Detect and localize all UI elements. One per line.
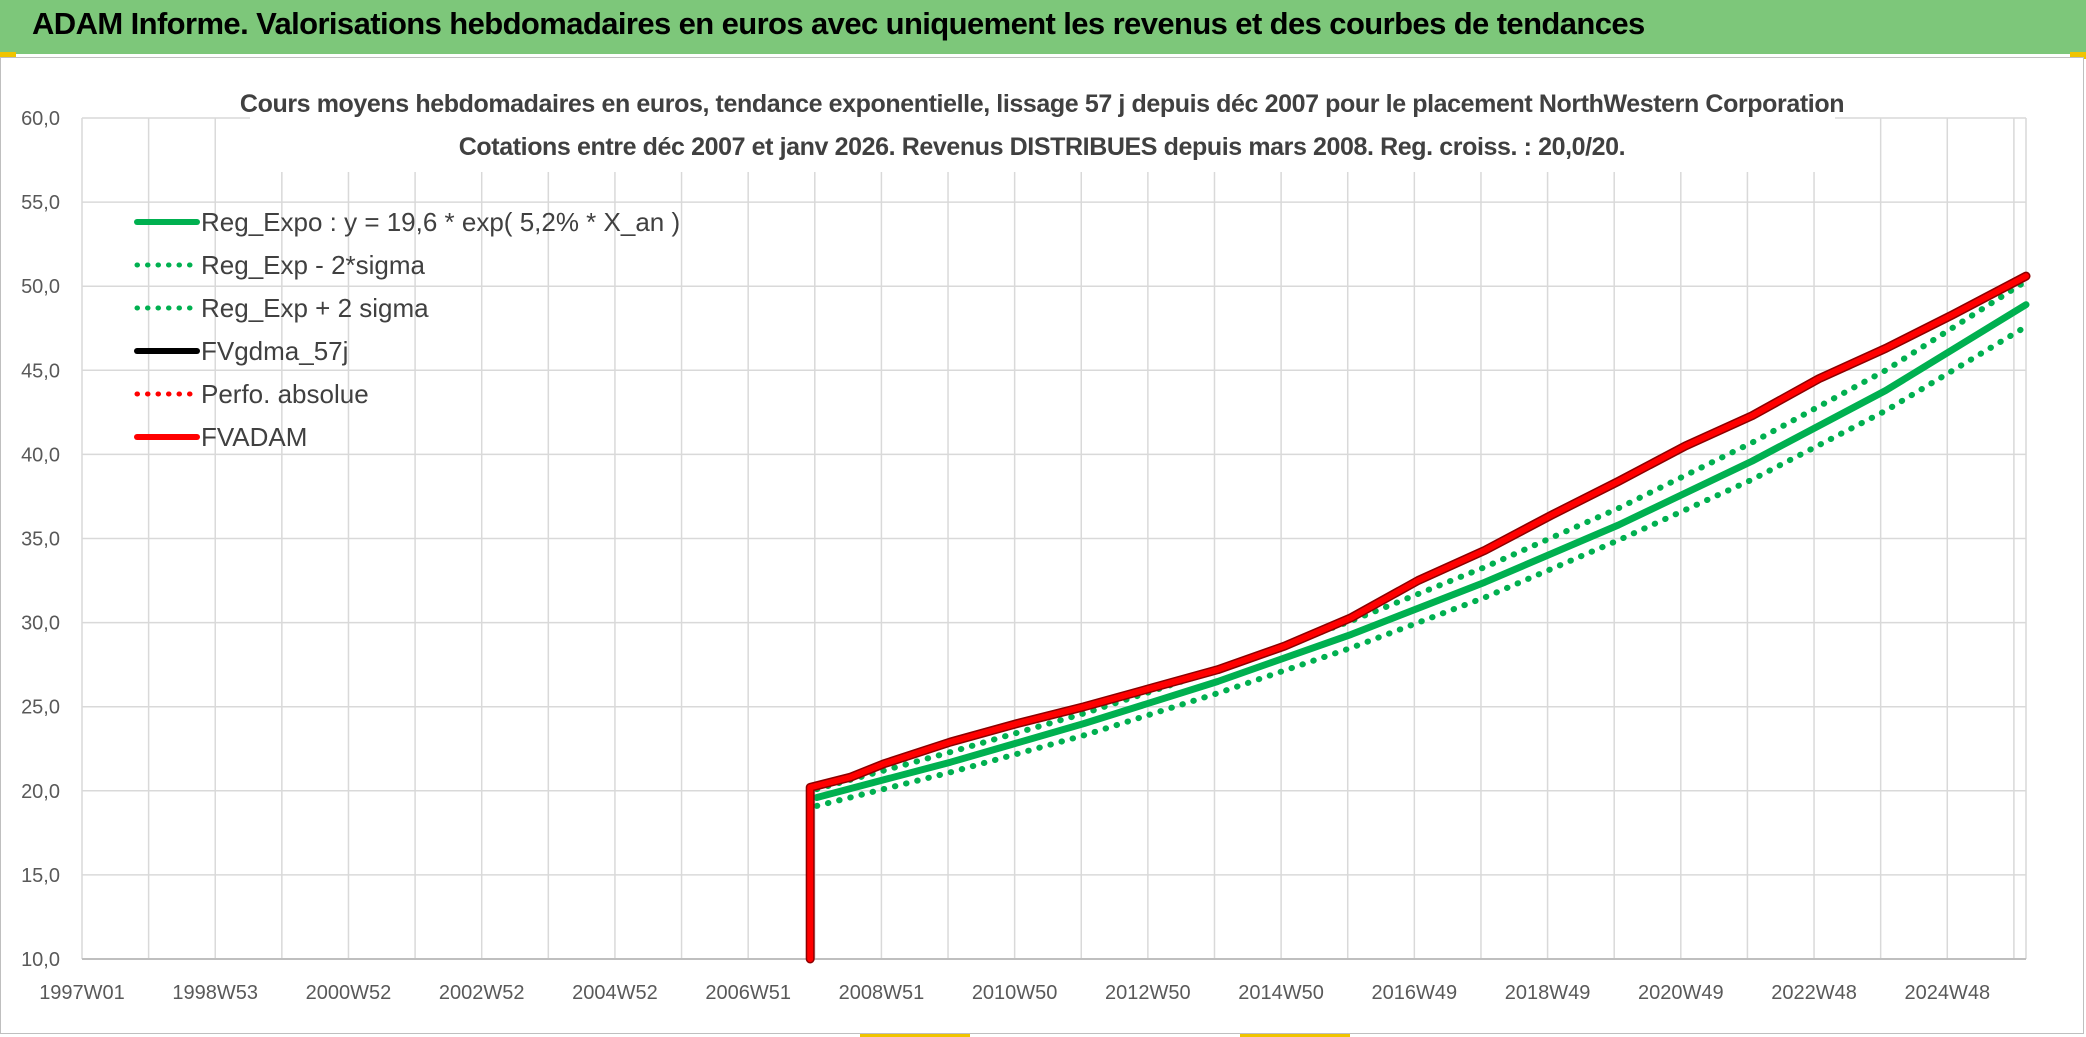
x-axis-ticks: 1997W01 1998W53 2000W52 2002W52 2004W52 2006W…	[39, 982, 1990, 1004]
accent-right	[2070, 52, 2086, 59]
x-tick-label: 2002W52	[439, 982, 525, 1004]
x-tick-label: 2014W50	[1238, 982, 1324, 1004]
y-tick-label: 40,0	[21, 444, 60, 466]
x-tick-label: 1998W53	[172, 982, 258, 1004]
chart-title-line-1: Cours moyens hebdomadaires en euros, ten…	[240, 90, 1844, 118]
x-tick-label: 2018W49	[1505, 982, 1591, 1004]
y-tick-label: 35,0	[21, 529, 60, 551]
legend: Reg_Expo : y = 19,6 * exp( 5,2% * X_an )…	[134, 207, 680, 452]
series-line-fvadam-shadow	[805, 271, 2031, 964]
x-tick-label: 2006W51	[705, 982, 791, 1004]
x-tick-label: 2010W50	[972, 982, 1058, 1004]
x-tick-label: 2024W48	[1904, 982, 1990, 1004]
y-tick-label: 60,0	[21, 108, 60, 130]
y-tick-label: 50,0	[21, 276, 60, 298]
title-background	[250, 86, 1835, 172]
y-tick-label: 45,0	[21, 360, 60, 382]
page-title: ADAM Informe. Valorisations hebdomadaire…	[32, 6, 1645, 41]
x-tick-label: 2016W49	[1372, 982, 1458, 1004]
legend-label: FVgdma_57j	[201, 336, 348, 366]
y-tick-label: 55,0	[21, 192, 60, 214]
accent-left	[0, 52, 16, 59]
legend-label: Perfo. absolue	[201, 379, 369, 409]
series-line-2	[813, 278, 2029, 793]
legend-label: Reg_Exp + 2 sigma	[201, 293, 429, 323]
accent-bottom-1	[860, 1031, 970, 1037]
series-line-3	[807, 273, 2029, 962]
x-tick-label: 2004W52	[572, 982, 658, 1004]
x-tick-label: 2008W51	[839, 982, 925, 1004]
y-tick-label: 15,0	[21, 865, 60, 887]
legend-label: Reg_Exp - 2*sigma	[201, 250, 426, 280]
x-tick-label: 2000W52	[306, 982, 392, 1004]
accent-bottom-2	[1240, 1031, 1350, 1037]
grid	[81, 117, 2027, 960]
series-line-0	[813, 301, 2030, 801]
legend-label: FVADAM	[201, 422, 307, 452]
y-axis-ticks: 10,0 15,0 20,0 25,0 30,0 35,0 40,0 45,0 50,0 55,0…	[21, 108, 60, 971]
chart-title-line-2: Cotations entre déc 2007 et janv 2026. R…	[459, 133, 1625, 161]
chart-frame	[0, 57, 2084, 1034]
y-tick-label: 10,0	[21, 949, 60, 971]
x-tick-label: 2022W48	[1771, 982, 1857, 1004]
x-tick-label: 2020W49	[1638, 982, 1724, 1004]
y-tick-label: 25,0	[21, 697, 60, 719]
x-tick-label: 2012W50	[1105, 982, 1191, 1004]
series-line-1	[813, 323, 2029, 809]
series-layer	[805, 271, 2031, 964]
header-banner: ADAM Informe. Valorisations hebdomadaire…	[0, 0, 2086, 54]
x-tick-label: 1997W01	[39, 982, 125, 1004]
y-tick-label: 20,0	[21, 781, 60, 803]
legend-label: Reg_Expo : y = 19,6 * exp( 5,2% * X_an )	[201, 207, 680, 237]
y-tick-label: 30,0	[21, 613, 60, 635]
